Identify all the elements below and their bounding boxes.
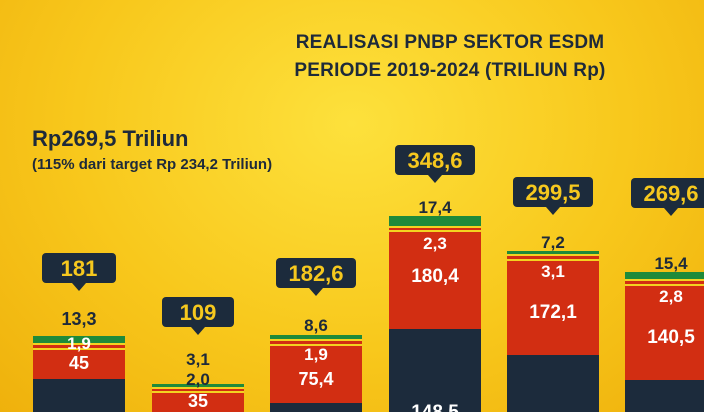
bar-segment-red-2020	[152, 392, 244, 412]
bar-segment-thin-2021	[270, 340, 362, 345]
bar-segment-red-2024	[625, 285, 704, 380]
total-callout-2021	[276, 258, 356, 288]
total-label-2021: 182,6	[288, 261, 343, 286]
label-thin-2019: 1,9	[67, 334, 91, 353]
label-red-2024: 140,5	[647, 327, 695, 348]
label-thin-2021: 1,9	[304, 345, 328, 364]
bar-segment-navy-2022	[389, 329, 481, 412]
bar-divider-2020	[152, 387, 244, 389]
total-callout-2023	[513, 177, 593, 207]
callout-pointer-2023	[546, 207, 560, 215]
bar-segment-thin-2024	[625, 280, 704, 285]
bar-divider2-2021	[270, 344, 362, 346]
total-target-note: (115% dari target Rp 234,2 Triliun)	[32, 156, 273, 173]
bar-segment-navy-2024	[625, 380, 704, 412]
label-thin-2022: 2,3	[423, 234, 447, 253]
total-callout-2020	[162, 297, 234, 327]
callout-pointer-2020	[191, 327, 205, 335]
label-red-2021: 75,4	[298, 369, 333, 389]
bar-divider2-2024	[625, 284, 704, 286]
bar-segment-green-2022	[389, 216, 481, 227]
bar-segment-green-2024	[625, 272, 704, 280]
bar-segment-navy-2023	[507, 355, 599, 412]
bar-divider-2022	[389, 226, 481, 228]
total-label-2023: 299,5	[525, 180, 580, 205]
bar-divider2-2019	[33, 348, 125, 350]
callout-pointer-2021	[309, 288, 323, 296]
label-red-2023: 172,1	[529, 302, 577, 323]
bar-divider-2019	[33, 343, 125, 345]
label-navy-2022: 148,5	[411, 402, 459, 412]
bar-segment-green-2021	[270, 335, 362, 340]
bar-divider-2021	[270, 339, 362, 341]
bar-segment-green-2019	[33, 336, 125, 344]
bar-segment-red-2023	[507, 260, 599, 355]
total-label-2024: 269,6	[643, 181, 698, 206]
bar-segment-navy-2021	[270, 403, 362, 412]
callout-pointer-2022	[428, 175, 442, 183]
total-callout-2022	[395, 145, 475, 175]
chart-title-line2: PERIODE 2019-2024 (TRILIUN Rp)	[294, 60, 606, 81]
label-green-2024: 15,4	[654, 254, 688, 273]
label-thin-2020: 2,0	[186, 370, 210, 389]
label-red-2022: 180,4	[411, 266, 459, 287]
bar-divider-2023	[507, 254, 599, 256]
total-realisasi: Rp269,5 Triliun	[32, 126, 189, 151]
label-red-2019: 45	[69, 353, 89, 373]
bar-segment-red-2019	[33, 349, 125, 379]
total-callout-2019	[42, 253, 116, 283]
bar-segment-green-2020	[152, 384, 244, 388]
bar-segment-thin-2019	[33, 344, 125, 349]
label-thin-2024: 2,8	[659, 287, 683, 306]
callout-pointer-2019	[72, 283, 86, 291]
label-green-2020: 3,1	[186, 350, 210, 369]
chart-title-line1: REALISASI PNBP SEKTOR ESDM	[295, 32, 605, 53]
bar-segment-green-2023	[507, 251, 599, 255]
label-green-2023: 7,2	[541, 233, 565, 252]
bar-segment-thin-2022	[389, 227, 481, 231]
bar-divider2-2023	[507, 259, 599, 261]
bar-divider-2024	[625, 279, 704, 281]
bar-divider2-2022	[389, 230, 481, 232]
label-thin-2023: 3,1	[541, 262, 565, 281]
bar-segment-thin-2020	[152, 388, 244, 392]
label-red-2020: 35	[188, 391, 208, 411]
total-label-2022: 348,6	[407, 148, 462, 173]
bar-segment-red-2022	[389, 231, 481, 329]
bar-segment-navy-2019	[33, 379, 125, 412]
bar-divider2-2020	[152, 391, 244, 393]
total-label-2020: 109	[180, 300, 217, 325]
bar-segment-thin-2023	[507, 255, 599, 260]
total-label-2019: 181	[61, 256, 98, 281]
label-green-2022: 17,4	[418, 198, 452, 217]
bar-segment-red-2021	[270, 345, 362, 403]
label-green-2021: 8,6	[304, 316, 328, 335]
label-green-2019: 13,3	[61, 309, 96, 329]
total-callout-2024	[631, 178, 704, 208]
callout-pointer-2024	[664, 208, 678, 216]
